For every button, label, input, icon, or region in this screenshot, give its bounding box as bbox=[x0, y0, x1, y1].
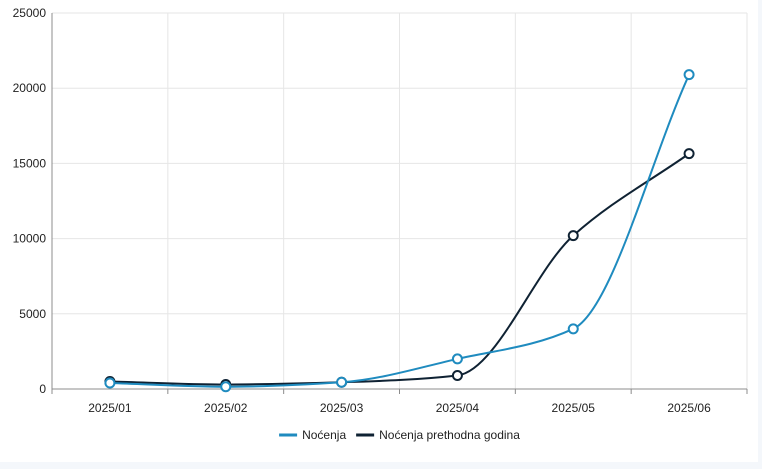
x-tick-label: 2025/01 bbox=[88, 401, 132, 415]
legend: Noćenja Noćenja prethodna godina bbox=[279, 428, 520, 442]
data-point[interactable] bbox=[451, 369, 463, 381]
x-tick-label: 2025/03 bbox=[320, 401, 364, 415]
x-tick-label: 2025/04 bbox=[436, 401, 480, 415]
y-tick-label: 0 bbox=[39, 382, 46, 396]
x-tick-label: 2025/06 bbox=[667, 401, 711, 415]
grid bbox=[51, 12, 748, 389]
chart-card: 0 5000 10000 15000 20000 25000 2025/01 2025/02 2… bbox=[0, 0, 758, 462]
axes: 0 5000 10000 15000 20000 25000 2025/01 2025/02 2… bbox=[13, 6, 748, 415]
series-layer bbox=[104, 69, 695, 393]
data-point[interactable] bbox=[567, 230, 579, 242]
data-point[interactable] bbox=[104, 377, 116, 389]
legend-item-0[interactable]: Noćenja bbox=[279, 428, 346, 442]
data-point[interactable] bbox=[683, 69, 695, 81]
line-chart: 0 5000 10000 15000 20000 25000 2025/01 2025/02 2… bbox=[13, 6, 748, 442]
data-point[interactable] bbox=[451, 353, 463, 365]
y-tick-label: 15000 bbox=[13, 156, 47, 170]
y-tick-label: 5000 bbox=[19, 307, 46, 321]
x-tick-label: 2025/02 bbox=[204, 401, 248, 415]
legend-item-1[interactable]: Noćenja prethodna godina bbox=[356, 428, 520, 442]
data-point[interactable] bbox=[336, 376, 348, 388]
y-tick-label: 10000 bbox=[13, 232, 47, 246]
data-point[interactable] bbox=[220, 381, 232, 393]
legend-label: Noćenja prethodna godina bbox=[379, 428, 520, 442]
y-tick-label: 25000 bbox=[13, 6, 47, 20]
series-0 bbox=[104, 69, 695, 393]
x-tick-label: 2025/05 bbox=[552, 401, 596, 415]
data-point[interactable] bbox=[683, 148, 695, 160]
data-point[interactable] bbox=[567, 323, 579, 335]
y-tick-label: 20000 bbox=[13, 81, 47, 95]
legend-label: Noćenja bbox=[302, 428, 346, 442]
